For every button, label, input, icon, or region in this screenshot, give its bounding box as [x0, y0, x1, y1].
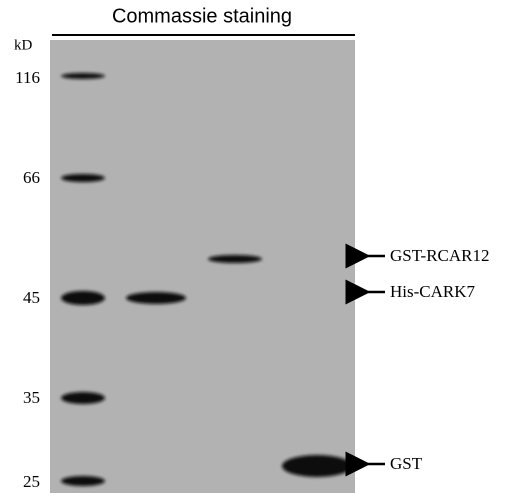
- ladder-band: [61, 174, 105, 182]
- band: [208, 255, 262, 263]
- marker-label: 45: [23, 288, 40, 307]
- arrows: [368, 256, 385, 464]
- marker-label: 25: [23, 472, 40, 491]
- band-label: His-CARK7: [390, 282, 476, 301]
- ladder-band: [61, 291, 105, 305]
- marker-label: 66: [23, 168, 40, 187]
- band-label: GST-RCAR12: [390, 246, 490, 265]
- band-label: GST: [390, 454, 423, 473]
- band: [126, 292, 186, 304]
- ladder-band: [61, 392, 105, 404]
- gel-figure: Commassie staining kD 116 66 45 35 25 GS…: [0, 0, 528, 493]
- unit-label: kD: [14, 37, 33, 53]
- title: Commassie staining: [112, 5, 292, 27]
- marker-label: 116: [15, 68, 40, 87]
- band: [282, 455, 352, 477]
- ladder-band: [61, 476, 105, 486]
- ladder-band: [61, 73, 105, 79]
- gel: [50, 40, 355, 493]
- marker-label: 35: [23, 388, 40, 407]
